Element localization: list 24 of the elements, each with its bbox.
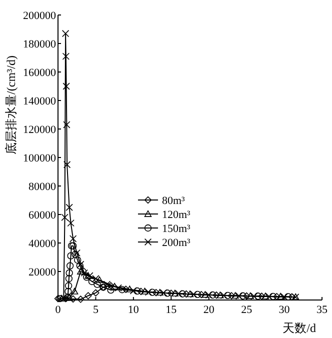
y-tick-label: 140000 [23,96,56,108]
y-axis-title: 底层排水量/(cm³/d) [4,56,18,154]
x-tick-label: 5 [92,304,99,316]
x-tick-label: 0 [55,304,62,316]
x-tick-label: 35 [316,304,328,316]
legend-label: 150m³ [162,223,192,235]
x-tick-label: 25 [241,304,253,316]
legend-label: 120m³ [162,209,192,221]
legend-label: 80m³ [162,195,186,207]
x-tick-label: 10 [128,304,140,316]
legend-label: 200m³ [162,237,192,249]
y-tick-label: 200000 [23,10,56,22]
x-axis-title: 天数/d [282,321,316,335]
y-tick-label: 160000 [23,67,56,79]
y-tick-label: 60000 [28,210,56,222]
y-tick-label: 20000 [28,266,56,278]
y-tick-label: 120000 [23,124,56,136]
y-tick-label: 180000 [23,38,56,50]
y-tick-label: 40000 [28,238,56,250]
x-tick-label: 20 [203,304,215,316]
y-tick-label: 80000 [28,181,56,193]
x-tick-label: 30 [278,304,290,316]
y-tick-label: 100000 [23,152,56,164]
x-tick-label: 15 [166,304,178,316]
